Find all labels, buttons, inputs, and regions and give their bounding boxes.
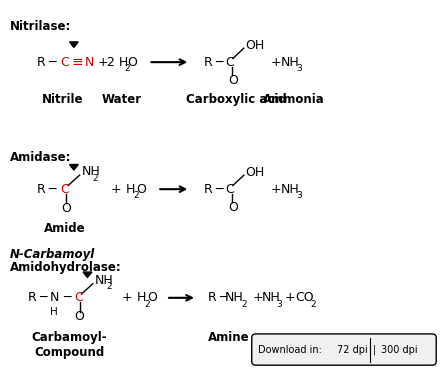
Text: N: N	[84, 56, 94, 69]
Text: C: C	[61, 56, 69, 69]
Text: Amide: Amide	[44, 222, 86, 235]
Text: C: C	[61, 183, 69, 196]
Text: 2: 2	[125, 64, 130, 73]
Text: +: +	[98, 56, 109, 69]
Text: O: O	[136, 183, 146, 196]
Text: 2: 2	[106, 282, 111, 291]
Text: Amine: Amine	[208, 331, 250, 344]
Polygon shape	[83, 272, 92, 278]
Text: 300 dpi: 300 dpi	[381, 345, 418, 355]
Text: 3: 3	[296, 191, 302, 200]
Text: ─: ─	[48, 183, 56, 196]
Text: 2: 2	[241, 300, 247, 309]
Text: Carbamoyl-
Compound: Carbamoyl- Compound	[32, 331, 107, 359]
Text: 2: 2	[93, 174, 99, 183]
Text: O: O	[75, 311, 84, 324]
Text: +: +	[121, 291, 132, 304]
Text: ─: ─	[219, 291, 227, 304]
Polygon shape	[69, 42, 78, 47]
Text: +: +	[253, 291, 263, 304]
Text: OH: OH	[245, 166, 264, 179]
Text: ≡: ≡	[71, 55, 83, 69]
Text: 2: 2	[145, 300, 150, 309]
Text: NH: NH	[281, 56, 300, 69]
Text: NH: NH	[261, 291, 280, 304]
Text: O: O	[147, 291, 157, 304]
Text: ─: ─	[63, 291, 70, 304]
Text: Ammonia: Ammonia	[263, 93, 324, 106]
Text: +: +	[271, 56, 281, 69]
Text: 3: 3	[277, 300, 282, 309]
Text: +: +	[285, 291, 296, 304]
Text: O: O	[228, 201, 238, 214]
Text: NH: NH	[281, 183, 300, 196]
Text: Amidohydrolase:: Amidohydrolase:	[10, 261, 122, 274]
Text: +: +	[110, 183, 121, 196]
Text: Nitrilase:: Nitrilase:	[10, 20, 72, 33]
Text: C: C	[74, 291, 83, 304]
Text: Carboxylic acid: Carboxylic acid	[186, 93, 287, 106]
Text: Nitrile: Nitrile	[42, 93, 84, 106]
Text: N: N	[50, 291, 59, 304]
Text: O: O	[127, 56, 137, 69]
Text: Water: Water	[102, 93, 142, 106]
Text: R: R	[208, 291, 217, 304]
Text: Download in:: Download in:	[258, 345, 325, 355]
Text: NH: NH	[225, 291, 244, 304]
FancyBboxPatch shape	[252, 334, 436, 365]
Text: H: H	[126, 183, 135, 196]
Text: C: C	[225, 183, 234, 196]
Text: NH: NH	[95, 274, 113, 287]
Text: ─: ─	[48, 56, 56, 69]
Text: N-Carbamoyl: N-Carbamoyl	[10, 248, 95, 261]
Text: ─: ─	[215, 183, 223, 196]
Text: NH: NH	[81, 165, 100, 178]
Text: R: R	[37, 183, 45, 196]
Text: ─: ─	[215, 56, 223, 69]
Text: H: H	[137, 291, 146, 304]
Text: 2: 2	[134, 191, 140, 200]
Text: CO: CO	[295, 291, 314, 304]
Text: 3: 3	[296, 64, 302, 73]
Text: 2: 2	[310, 300, 316, 309]
Text: OH: OH	[245, 39, 264, 52]
Text: C: C	[225, 56, 234, 69]
Text: ─: ─	[39, 291, 47, 304]
Text: O: O	[61, 202, 71, 215]
Text: R: R	[37, 56, 45, 69]
Text: O: O	[228, 74, 238, 87]
Text: Amidase:: Amidase:	[10, 151, 72, 164]
Text: H: H	[50, 307, 58, 317]
Text: R: R	[203, 183, 212, 196]
Text: 2 H: 2 H	[107, 56, 129, 69]
Polygon shape	[69, 164, 78, 170]
Text: +: +	[271, 183, 281, 196]
Text: R: R	[203, 56, 212, 69]
Text: |: |	[373, 344, 376, 355]
Text: 72 dpi: 72 dpi	[337, 345, 368, 355]
Text: R: R	[28, 291, 37, 304]
